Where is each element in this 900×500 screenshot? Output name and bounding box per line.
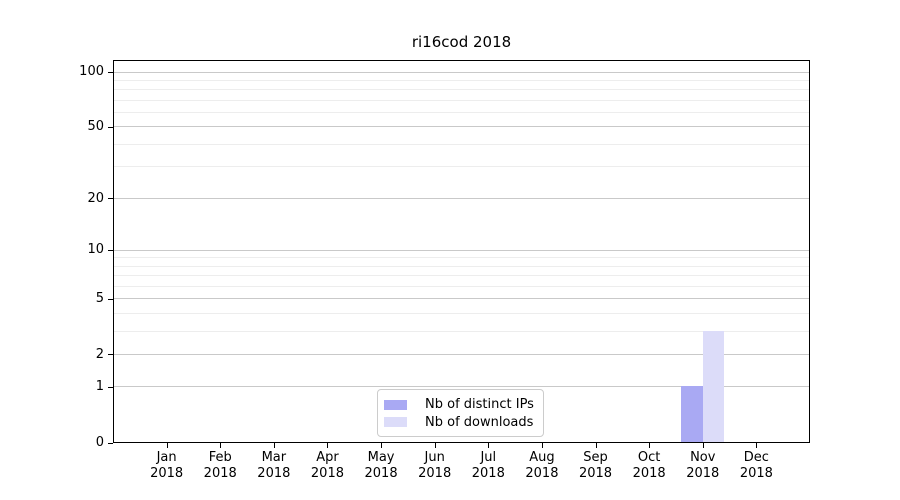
minor-gridline xyxy=(114,99,809,101)
x-tick-label: Apr 2018 xyxy=(310,450,344,481)
x-tick-label: May 2018 xyxy=(364,450,398,481)
y-tick xyxy=(108,126,113,128)
legend-item-downloads: Nb of downloads xyxy=(384,414,535,432)
x-tick-label: Dec 2018 xyxy=(739,450,773,481)
y-tick-label: 50 xyxy=(87,119,104,135)
x-tick xyxy=(488,443,490,448)
major-gridline xyxy=(114,353,809,355)
x-tick xyxy=(541,443,543,448)
minor-gridline xyxy=(114,312,809,314)
x-tick xyxy=(649,443,651,448)
legend-swatch-distinct-ips xyxy=(384,399,407,410)
x-tick xyxy=(702,443,704,448)
minor-gridline xyxy=(114,79,809,81)
y-tick-label: 2 xyxy=(95,346,104,362)
minor-gridline xyxy=(114,143,809,145)
y-tick xyxy=(108,298,113,300)
x-tick xyxy=(381,443,383,448)
legend: Nb of distinct IPs Nb of downloads xyxy=(377,389,544,437)
legend-swatch-downloads xyxy=(384,417,407,428)
minor-gridline xyxy=(114,89,809,91)
x-tick-label: Nov 2018 xyxy=(686,450,720,481)
major-gridline xyxy=(114,386,809,388)
minor-gridline xyxy=(114,257,809,259)
y-tick xyxy=(108,249,113,251)
major-gridline xyxy=(114,71,809,73)
y-tick-label: 5 xyxy=(95,291,104,307)
y-tick xyxy=(108,198,113,200)
x-tick xyxy=(434,443,436,448)
y-tick-label: 10 xyxy=(87,242,104,258)
bar-downloads-nov xyxy=(702,330,725,442)
x-tick-label: Mar 2018 xyxy=(257,450,291,481)
y-tick-label: 100 xyxy=(79,64,104,80)
legend-label-distinct-ips: Nb of distinct IPs xyxy=(425,397,534,413)
x-tick xyxy=(327,443,329,448)
x-tick xyxy=(595,443,597,448)
x-tick-label: Oct 2018 xyxy=(632,450,666,481)
y-tick-label: 20 xyxy=(87,190,104,206)
minor-gridline xyxy=(114,166,809,168)
minor-gridline xyxy=(114,285,809,287)
y-tick-label: 1 xyxy=(95,379,104,395)
x-tick-label: Feb 2018 xyxy=(203,450,237,481)
y-tick-label: 0 xyxy=(95,435,104,450)
major-gridline xyxy=(114,126,809,128)
legend-item-distinct-ips: Nb of distinct IPs xyxy=(384,396,535,414)
y-tick xyxy=(108,354,113,356)
x-tick-label: Jun 2018 xyxy=(418,450,452,481)
x-tick xyxy=(273,443,275,448)
y-tick xyxy=(108,386,113,388)
plot-area xyxy=(113,60,810,443)
major-gridline xyxy=(114,249,809,251)
minor-gridline xyxy=(114,111,809,113)
minor-gridline xyxy=(114,330,809,332)
x-tick-label: Sep 2018 xyxy=(578,450,613,481)
chart-title: ri16cod 2018 xyxy=(411,33,512,51)
bar-distinct-ips-nov xyxy=(681,386,703,442)
x-tick-label: Aug 2018 xyxy=(525,450,559,481)
y-tick xyxy=(108,71,113,73)
y-tick xyxy=(108,442,113,444)
minor-gridline xyxy=(114,265,809,267)
x-tick xyxy=(756,443,758,448)
x-tick xyxy=(166,443,168,448)
major-gridline xyxy=(114,197,809,199)
legend-label-downloads: Nb of downloads xyxy=(425,414,534,430)
x-tick xyxy=(220,443,222,448)
major-gridline xyxy=(114,298,809,300)
minor-gridline xyxy=(114,275,809,277)
x-tick-label: Jan 2018 xyxy=(150,450,184,481)
x-tick-label: Jul 2018 xyxy=(471,450,505,481)
